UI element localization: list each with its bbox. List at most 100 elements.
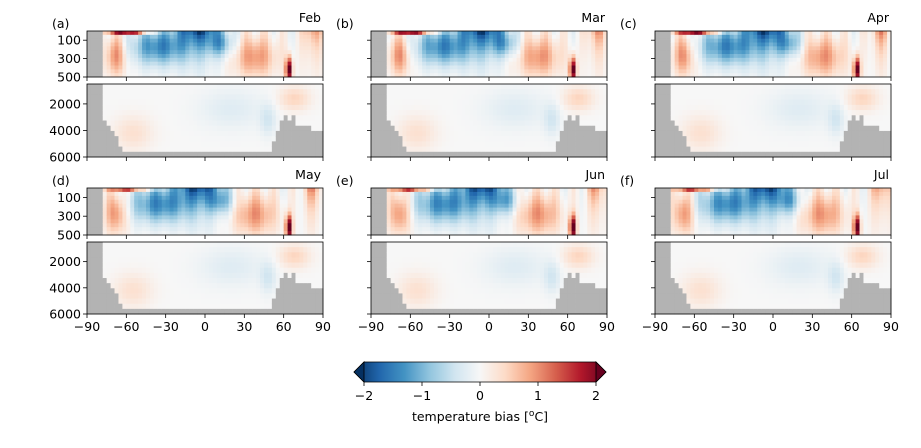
heatmap-cell <box>516 50 521 55</box>
land-cell <box>232 151 237 158</box>
heatmap-cell <box>445 99 451 106</box>
heatmap-cell <box>386 73 392 78</box>
land-cell <box>698 151 703 158</box>
heatmap-cell <box>808 120 813 127</box>
heatmap-cell <box>118 211 123 216</box>
heatmap-cell <box>193 110 198 116</box>
heatmap-cell <box>185 38 190 43</box>
land-cell <box>702 151 707 158</box>
heatmap-cell <box>406 130 411 137</box>
heatmap-cell <box>248 38 253 43</box>
heatmap-cell <box>473 73 478 78</box>
heatmap-cell <box>548 54 553 59</box>
heatmap-cell <box>765 130 770 137</box>
heatmap-cell <box>110 54 115 59</box>
heatmap-cell <box>307 65 312 70</box>
land-cell <box>275 130 281 137</box>
land-cell <box>469 151 474 158</box>
heatmap-cell <box>453 120 458 127</box>
heatmap-cell <box>816 34 821 40</box>
heatmap-cell <box>303 110 308 116</box>
heatmap-cell <box>733 38 738 43</box>
heatmap-cell <box>686 110 691 116</box>
heatmap-cell <box>855 84 860 90</box>
heatmap-cell <box>118 125 123 132</box>
y-tick-label: 300 <box>57 51 81 66</box>
heatmap-cell <box>867 120 872 127</box>
land-cell <box>508 151 513 158</box>
heatmap-cell <box>710 141 715 147</box>
heatmap-cell <box>142 219 147 224</box>
land-cell <box>94 50 100 55</box>
land-cell <box>110 141 115 147</box>
heatmap-cell <box>481 54 486 59</box>
heatmap-cell <box>855 110 860 116</box>
heatmap-cell <box>130 211 135 216</box>
heatmap-cell <box>410 120 415 127</box>
land-cell <box>87 84 92 90</box>
land-cell <box>666 136 672 142</box>
heatmap-cell <box>757 125 762 132</box>
heatmap-cell <box>851 46 856 51</box>
heatmap-cell <box>851 89 856 95</box>
heatmap-cell <box>102 110 108 116</box>
heatmap-cell <box>733 146 738 153</box>
heatmap-cell <box>236 31 241 36</box>
heatmap-cell <box>812 120 817 127</box>
heatmap-cell <box>410 34 415 40</box>
land-cell <box>102 146 108 153</box>
heatmap-cell <box>686 50 691 55</box>
land-cell <box>655 141 660 147</box>
heatmap-cell <box>240 146 245 153</box>
heatmap-cell <box>579 50 584 55</box>
heatmap-cell <box>674 42 679 47</box>
heatmap-cell <box>406 54 411 59</box>
heatmap-cell <box>256 136 261 142</box>
heatmap-cell <box>591 99 596 106</box>
heatmap-cell <box>114 84 119 90</box>
land-cell <box>855 141 860 147</box>
heatmap-cell <box>430 46 435 51</box>
heatmap-cell <box>260 130 265 137</box>
heatmap-cell <box>706 84 711 90</box>
heatmap-cell <box>169 46 174 51</box>
heatmap-cell <box>847 69 853 74</box>
heatmap-cell <box>193 54 198 59</box>
heatmap-cell <box>271 73 277 78</box>
heatmap-cell <box>500 50 506 55</box>
heatmap-cell <box>489 61 494 66</box>
heatmap-cell <box>567 31 572 36</box>
heatmap-cell <box>189 130 194 137</box>
land-cell <box>98 38 104 43</box>
heatmap-cell <box>212 61 218 66</box>
heatmap-cell <box>832 99 837 106</box>
heatmap-cell <box>871 115 876 121</box>
heatmap-cell <box>173 89 178 95</box>
heatmap-cell <box>189 94 194 101</box>
heatmap-cell <box>843 50 849 55</box>
heatmap-cell <box>426 46 431 51</box>
land-cell <box>662 125 668 132</box>
heatmap-cell <box>291 84 296 90</box>
heatmap-cell <box>504 65 510 70</box>
heatmap-cell <box>745 73 750 78</box>
heatmap-cell <box>169 84 174 90</box>
land-cell <box>587 141 592 147</box>
heatmap-cell <box>161 73 167 78</box>
land-cell <box>666 61 672 66</box>
heatmap-cell <box>279 104 285 111</box>
heatmap-cell <box>792 130 797 137</box>
heatmap-cell <box>390 34 395 40</box>
heatmap-cell <box>725 120 731 127</box>
heatmap-cell <box>536 146 541 153</box>
heatmap-cell <box>130 61 135 66</box>
heatmap-cell <box>228 54 233 59</box>
heatmap-cell <box>394 54 399 59</box>
heatmap-cell <box>780 120 786 127</box>
heatmap-cell <box>710 104 715 111</box>
heatmap-cell <box>232 34 237 40</box>
heatmap-cell <box>205 34 210 40</box>
heatmap-cell <box>536 61 541 66</box>
heatmap-cell <box>678 115 683 121</box>
heatmap-cell <box>126 130 131 137</box>
